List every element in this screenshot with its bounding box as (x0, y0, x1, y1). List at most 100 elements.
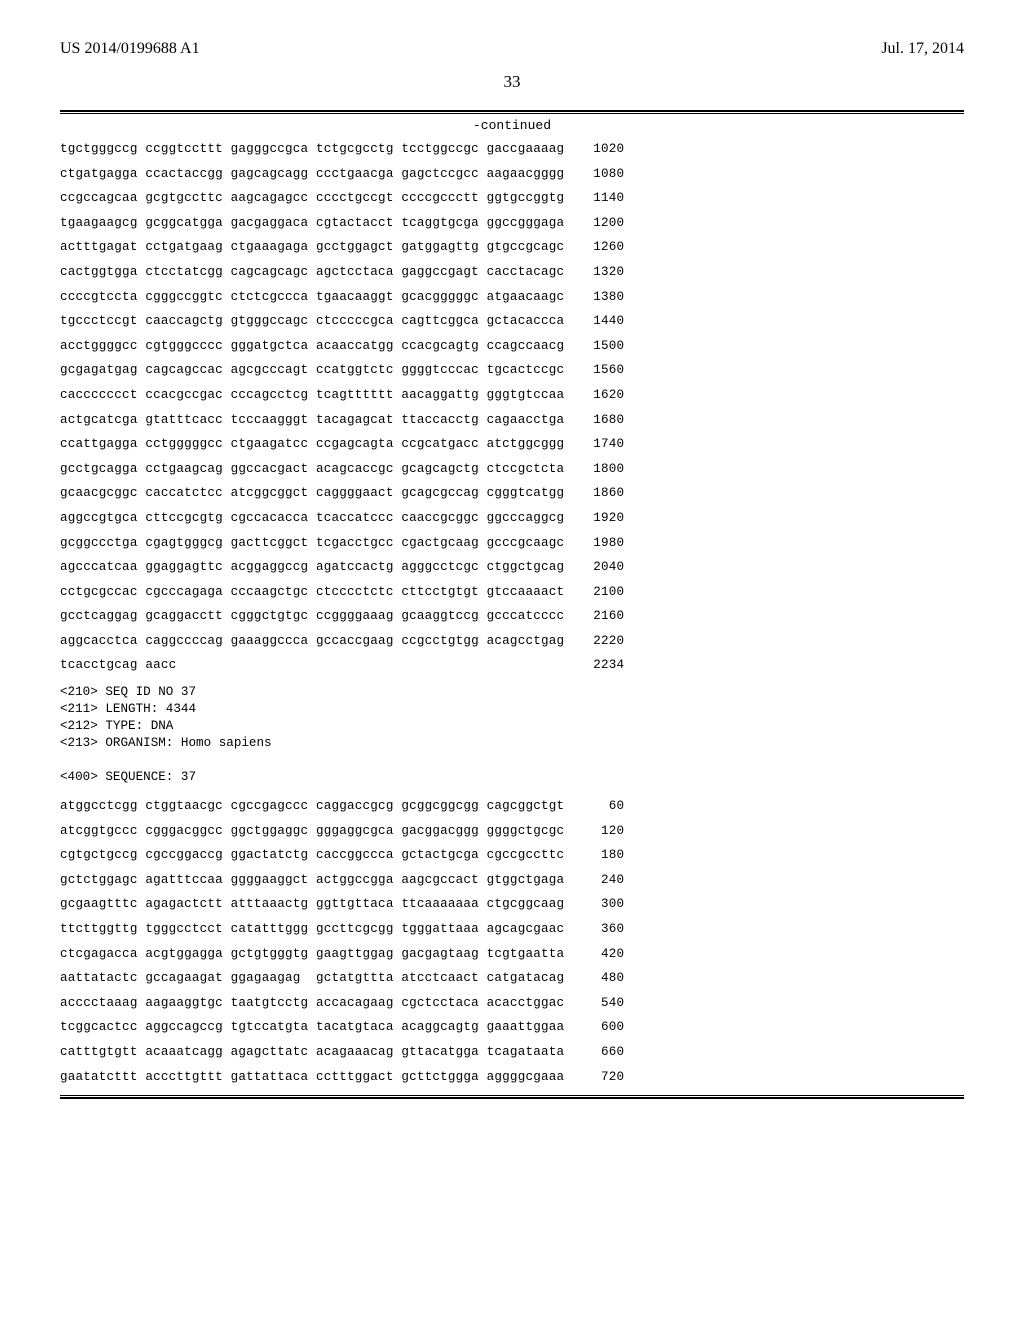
sequence-position: 600 (564, 1021, 624, 1034)
sequence-row: gcctgcagga cctgaagcag ggccacgact acagcac… (60, 463, 964, 476)
sequence-groups: ctcgagacca acgtggagga gctgtgggtg gaagttg… (60, 948, 564, 961)
page-number: 33 (60, 72, 964, 92)
sequence-groups: ccattgagga cctgggggcc ctgaagatcc ccgagca… (60, 438, 564, 451)
sequence-row: gcgaagtttc agagactctt atttaaactg ggttgtt… (60, 898, 964, 911)
sequence-groups: aggccgtgca cttccgcgtg cgccacacca tcaccat… (60, 512, 564, 525)
sequence-row: caccccccct ccacgccgac cccagcctcg tcagttt… (60, 389, 964, 402)
sequence-groups: gcgagatgag cagcagccac agcgcccagt ccatggt… (60, 364, 564, 377)
sequence-groups: ccccgtccta cgggccggtc ctctcgccca tgaacaa… (60, 291, 564, 304)
rule-bottom (60, 1095, 964, 1099)
sequence-groups: tgctgggccg ccggtccttt gagggccgca tctgcgc… (60, 143, 564, 156)
sequence-row: ccattgagga cctgggggcc ctgaagatcc ccgagca… (60, 438, 964, 451)
sequence-row: ttcttggttg tgggcctcct catatttggg gccttcg… (60, 923, 964, 936)
sequence-row: aggcacctca caggccccag gaaaggccca gccaccg… (60, 635, 964, 648)
sequence-groups: aggcacctca caggccccag gaaaggccca gccaccg… (60, 635, 564, 648)
sequence-groups: cgtgctgccg cgccggaccg ggactatctg caccggc… (60, 849, 564, 862)
sequence-position: 1800 (564, 463, 624, 476)
sequence-groups: atggcctcgg ctggtaacgc cgccgagccc caggacc… (60, 800, 564, 813)
sequence-position: 1620 (564, 389, 624, 402)
sequence-row: cactggtgga ctcctatcgg cagcagcagc agctcct… (60, 266, 964, 279)
sequence-position: 1260 (564, 241, 624, 254)
sequence-groups: gcaacgcggc caccatctcc atcggcggct cagggga… (60, 487, 564, 500)
sequence-block: atggcctcgg ctggtaacgc cgccgagccc caggacc… (60, 800, 964, 1083)
sequence-row: gcaacgcggc caccatctcc atcggcggct cagggga… (60, 487, 964, 500)
sequence-position: 720 (564, 1071, 624, 1084)
sequence-listing: tgctgggccg ccggtccttt gagggccgca tctgcgc… (60, 143, 964, 1083)
sequence-position: 1020 (564, 143, 624, 156)
sequence-row: actgcatcga gtatttcacc tcccaagggt tacagag… (60, 414, 964, 427)
header-date: Jul. 17, 2014 (881, 40, 964, 58)
sequence-groups: ccgccagcaa gcgtgccttc aagcagagcc cccctgc… (60, 192, 564, 205)
sequence-position: 1740 (564, 438, 624, 451)
sequence-row: aattatactc gccagaagat ggagaagag gctatgtt… (60, 972, 964, 985)
page-header: US 2014/0199688 A1 Jul. 17, 2014 (60, 40, 964, 58)
sequence-position: 1980 (564, 537, 624, 550)
sequence-position: 420 (564, 948, 624, 961)
sequence-row: tgaagaagcg gcggcatgga gacgaggaca cgtacta… (60, 217, 964, 230)
rule-top (60, 110, 964, 114)
sequence-row: agcccatcaa ggaggagttc acggaggccg agatcca… (60, 561, 964, 574)
sequence-row: actttgagat cctgatgaag ctgaaagaga gcctgga… (60, 241, 964, 254)
sequence-position: 240 (564, 874, 624, 887)
sequence-groups: gcgaagtttc agagactctt atttaaactg ggttgtt… (60, 898, 564, 911)
sequence-groups: aattatactc gccagaagat ggagaagag gctatgtt… (60, 972, 564, 985)
sequence-groups: tcacctgcag aacc (60, 659, 564, 672)
sequence-position: 540 (564, 997, 624, 1010)
sequence-position: 2220 (564, 635, 624, 648)
sequence-row: ccccgtccta cgggccggtc ctctcgccca tgaacaa… (60, 291, 964, 304)
sequence-position: 60 (564, 800, 624, 813)
sequence-groups: agcccatcaa ggaggagttc acggaggccg agatcca… (60, 561, 564, 574)
sequence-row: gaatatcttt acccttgttt gattattaca cctttgg… (60, 1071, 964, 1084)
sequence-position: 2234 (564, 659, 624, 672)
sequence-row: tgctgggccg ccggtccttt gagggccgca tctgcgc… (60, 143, 964, 156)
sequence-row: ctcgagacca acgtggagga gctgtgggtg gaagttg… (60, 948, 964, 961)
sequence-position: 2040 (564, 561, 624, 574)
sequence-row: gcggccctga cgagtgggcg gacttcggct tcgacct… (60, 537, 964, 550)
sequence-groups: gcctgcagga cctgaagcag ggccacgact acagcac… (60, 463, 564, 476)
sequence-row: cgtgctgccg cgccggaccg ggactatctg caccggc… (60, 849, 964, 862)
sequence-position: 120 (564, 825, 624, 838)
sequence-row: gcctcaggag gcaggacctt cgggctgtgc ccgggga… (60, 610, 964, 623)
sequence-row: acctggggcc cgtgggcccc gggatgctca acaacca… (60, 340, 964, 353)
sequence-groups: tcggcactcc aggccagccg tgtccatgta tacatgt… (60, 1021, 564, 1034)
sequence-groups: caccccccct ccacgccgac cccagcctcg tcagttt… (60, 389, 564, 402)
sequence-groups: cactggtgga ctcctatcgg cagcagcagc agctcct… (60, 266, 564, 279)
sequence-row: tcggcactcc aggccagccg tgtccatgta tacatgt… (60, 1021, 964, 1034)
sequence-row: gctctggagc agatttccaa ggggaaggct actggcc… (60, 874, 964, 887)
sequence-position: 1680 (564, 414, 624, 427)
sequence-position: 1380 (564, 291, 624, 304)
sequence-position: 480 (564, 972, 624, 985)
sequence-groups: actgcatcga gtatttcacc tcccaagggt tacagag… (60, 414, 564, 427)
sequence-row: ctgatgagga ccactaccgg gagcagcagg ccctgaa… (60, 168, 964, 181)
sequence-groups: catttgtgtt acaaatcagg agagcttatc acagaaa… (60, 1046, 564, 1059)
sequence-row: gcgagatgag cagcagccac agcgcccagt ccatggt… (60, 364, 964, 377)
sequence-groups: ttcttggttg tgggcctcct catatttggg gccttcg… (60, 923, 564, 936)
sequence-position: 300 (564, 898, 624, 911)
sequence-position: 1080 (564, 168, 624, 181)
sequence-row: acccctaaag aagaaggtgc taatgtcctg accacag… (60, 997, 964, 1010)
sequence-groups: gaatatcttt acccttgttt gattattaca cctttgg… (60, 1071, 564, 1084)
sequence-meta: <210> SEQ ID NO 37 <211> LENGTH: 4344 <2… (60, 684, 964, 786)
sequence-position: 1140 (564, 192, 624, 205)
sequence-position: 1920 (564, 512, 624, 525)
sequence-groups: tgaagaagcg gcggcatgga gacgaggaca cgtacta… (60, 217, 564, 230)
sequence-groups: gcggccctga cgagtgggcg gacttcggct tcgacct… (60, 537, 564, 550)
sequence-position: 1440 (564, 315, 624, 328)
sequence-row: atcggtgccc cgggacggcc ggctggaggc gggaggc… (60, 825, 964, 838)
sequence-groups: ctgatgagga ccactaccgg gagcagcagg ccctgaa… (60, 168, 564, 181)
sequence-row: tgccctccgt caaccagctg gtgggccagc ctccccc… (60, 315, 964, 328)
sequence-groups: actttgagat cctgatgaag ctgaaagaga gcctgga… (60, 241, 564, 254)
sequence-groups: atcggtgccc cgggacggcc ggctggaggc gggaggc… (60, 825, 564, 838)
sequence-groups: cctgcgccac cgcccagaga cccaagctgc ctcccct… (60, 586, 564, 599)
sequence-position: 360 (564, 923, 624, 936)
sequence-groups: tgccctccgt caaccagctg gtgggccagc ctccccc… (60, 315, 564, 328)
sequence-groups: gctctggagc agatttccaa ggggaaggct actggcc… (60, 874, 564, 887)
sequence-block: tgctgggccg ccggtccttt gagggccgca tctgcgc… (60, 143, 964, 672)
sequence-position: 1860 (564, 487, 624, 500)
sequence-groups: acctggggcc cgtgggcccc gggatgctca acaacca… (60, 340, 564, 353)
sequence-row: cctgcgccac cgcccagaga cccaagctgc ctcccct… (60, 586, 964, 599)
sequence-position: 660 (564, 1046, 624, 1059)
continued-label: -continued (60, 118, 964, 133)
sequence-groups: gcctcaggag gcaggacctt cgggctgtgc ccgggga… (60, 610, 564, 623)
sequence-position: 1320 (564, 266, 624, 279)
